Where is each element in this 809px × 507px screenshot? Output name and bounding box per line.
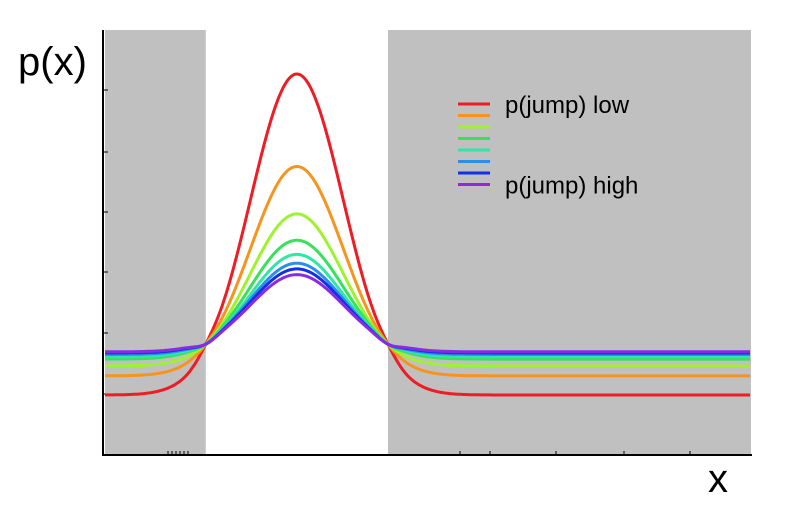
legend-label-8: p(jump) high [505, 173, 638, 200]
shaded-region-2 [387, 30, 751, 455]
series-line-8 [105, 273, 750, 354]
y-axis-label: p(x) [18, 40, 87, 84]
shaded-region-1 [105, 30, 206, 455]
series-line-1 [105, 72, 750, 397]
axes [102, 30, 752, 456]
shaded-regions [105, 30, 751, 455]
legend-label-1: p(jump) low [505, 92, 630, 119]
series-lines [104, 72, 750, 397]
legend: p(jump) low p(jump) high [458, 92, 638, 200]
x-axis-label: x [708, 457, 728, 501]
x-ticks [167, 451, 691, 455]
